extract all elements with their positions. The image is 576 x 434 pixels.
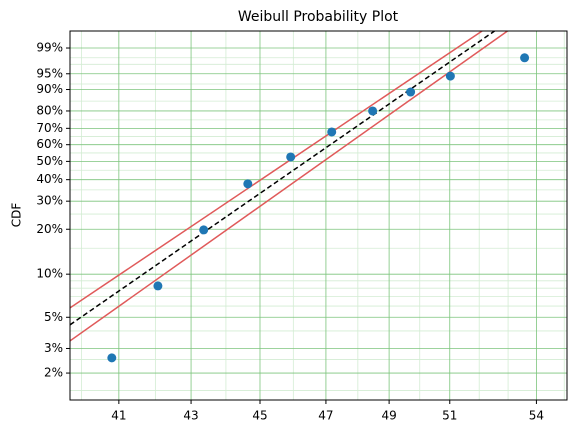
- y-tick-label: 10%: [36, 267, 63, 281]
- chart-title: Weibull Probability Plot: [238, 9, 399, 25]
- data-point: [406, 87, 416, 97]
- x-tick-label: 43: [183, 409, 198, 423]
- data-point: [243, 179, 253, 189]
- y-tick-label: 80%: [36, 103, 63, 117]
- y-tick-label: 2%: [44, 366, 63, 380]
- y-axis-label: CDF: [10, 203, 24, 228]
- y-tick-label: 50%: [36, 154, 63, 168]
- confidence-line: [70, 31, 508, 342]
- data-point: [153, 281, 163, 291]
- data-point: [368, 106, 378, 116]
- y-tick-label: 30%: [36, 194, 63, 208]
- y-tick-label: 99%: [36, 41, 63, 55]
- x-tick-label: 51: [442, 409, 457, 423]
- plot-frame: [69, 30, 568, 401]
- y-tick-label: 40%: [36, 172, 63, 186]
- fit-line: [70, 31, 496, 326]
- data-point: [520, 53, 530, 63]
- data-point: [199, 225, 209, 235]
- y-tick-label: 3%: [44, 341, 63, 355]
- x-tick-label: 47: [318, 409, 333, 423]
- confidence-line: [70, 31, 483, 309]
- y-tick-label: 95%: [36, 66, 63, 80]
- y-tick-label: 5%: [44, 310, 63, 324]
- data-point: [445, 71, 455, 81]
- y-tick-label: 60%: [36, 137, 63, 151]
- y-tick-label: 90%: [36, 82, 63, 96]
- x-tick-label: 54: [529, 409, 544, 423]
- data-point: [107, 353, 117, 363]
- plot-area: [70, 31, 530, 363]
- x-tick-label: 41: [111, 409, 126, 423]
- data-point: [286, 152, 296, 162]
- x-tick-label: 45: [252, 409, 267, 423]
- x-tick-label: 49: [381, 409, 396, 423]
- y-tick-label: 70%: [36, 121, 63, 135]
- grid: [70, 31, 567, 400]
- data-point: [327, 127, 337, 137]
- y-tick-label: 20%: [36, 222, 63, 236]
